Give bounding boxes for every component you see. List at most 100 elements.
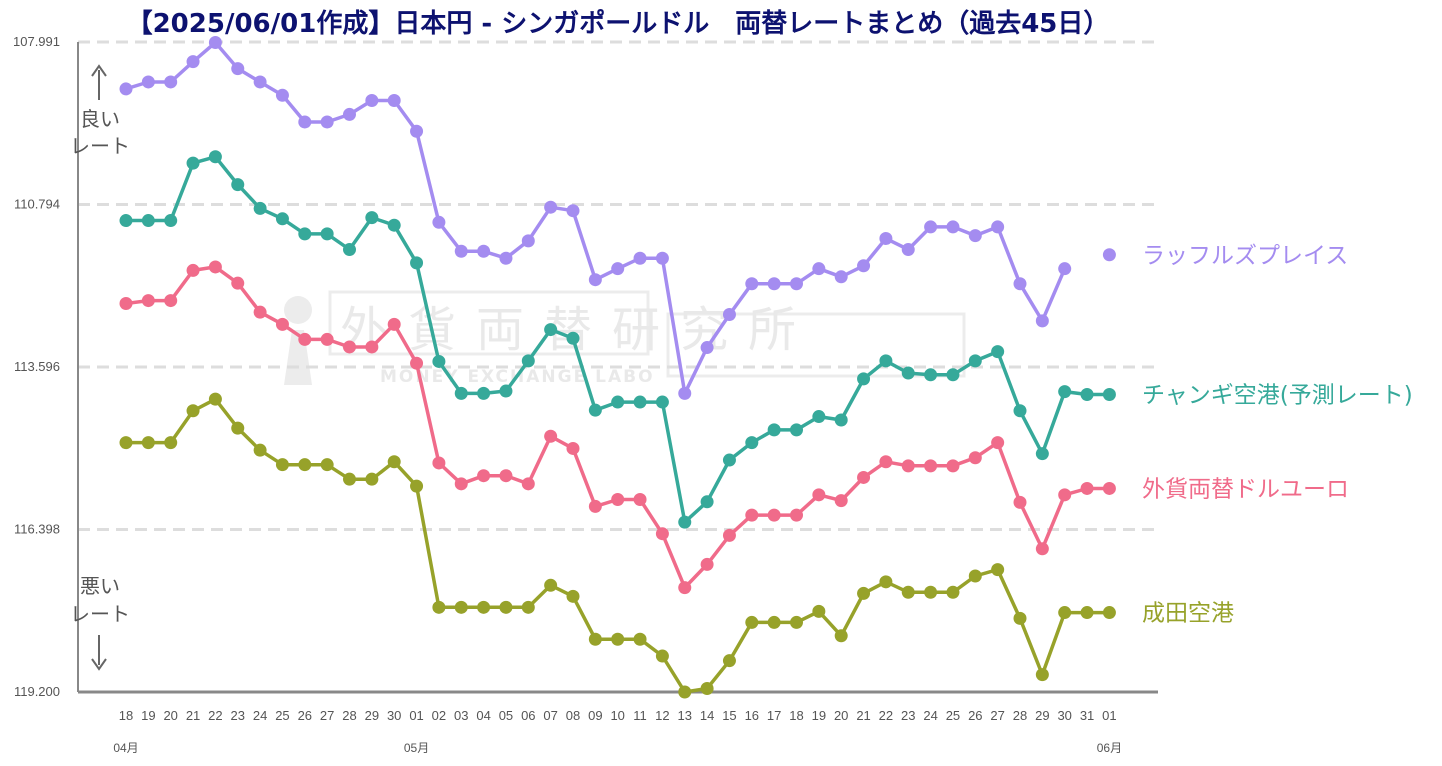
data-point xyxy=(879,232,893,246)
data-point xyxy=(298,227,312,241)
data-point xyxy=(141,436,155,450)
data-point xyxy=(477,244,491,258)
data-point xyxy=(924,368,938,382)
data-point xyxy=(119,214,133,228)
data-point xyxy=(454,244,468,258)
data-point xyxy=(879,575,893,589)
data-point xyxy=(231,421,245,435)
data-point xyxy=(991,436,1005,450)
data-point xyxy=(812,488,826,502)
data-point xyxy=(655,527,669,541)
x-tick-label: 20 xyxy=(163,708,177,723)
data-point xyxy=(544,323,558,337)
data-point xyxy=(1080,481,1094,495)
data-point xyxy=(678,685,692,699)
data-point xyxy=(834,413,848,427)
data-point xyxy=(1058,606,1072,620)
data-point xyxy=(499,384,513,398)
data-point xyxy=(410,479,424,493)
data-point xyxy=(812,604,826,618)
x-tick-label: 22 xyxy=(208,708,222,723)
data-point xyxy=(790,277,803,291)
x-tick-label: 23 xyxy=(231,708,245,723)
data-point xyxy=(275,88,289,102)
data-point xyxy=(432,354,446,368)
data-point xyxy=(1058,385,1072,399)
x-tick-label: 28 xyxy=(342,708,356,723)
data-point xyxy=(231,62,245,76)
y-tick-label: 107.991 xyxy=(13,34,60,49)
data-point xyxy=(141,294,155,308)
data-point xyxy=(253,443,267,457)
data-point xyxy=(968,354,982,368)
data-point xyxy=(700,341,714,355)
data-point xyxy=(253,201,267,215)
data-point xyxy=(722,453,736,467)
data-point xyxy=(544,429,558,443)
data-point xyxy=(119,82,133,96)
data-point xyxy=(655,395,669,409)
x-tick-label: 26 xyxy=(968,708,982,723)
legend-label: 成田空港 xyxy=(1142,601,1234,627)
data-point xyxy=(767,508,781,522)
x-tick-label: 26 xyxy=(298,708,312,723)
x-tick-label: 24 xyxy=(923,708,937,723)
data-point xyxy=(1035,314,1049,328)
data-point xyxy=(365,472,379,486)
data-point xyxy=(343,107,356,121)
data-point xyxy=(834,270,848,284)
data-point xyxy=(566,589,580,603)
data-point xyxy=(432,215,446,229)
month-labels: 04月 05月 06月 xyxy=(113,741,1122,755)
data-point xyxy=(611,262,625,276)
data-point xyxy=(298,458,312,472)
data-point xyxy=(722,307,736,321)
series-2 xyxy=(119,150,1116,529)
data-point xyxy=(1102,388,1116,402)
data-point xyxy=(343,243,356,257)
data-point xyxy=(722,528,736,542)
down-arrow-head-icon xyxy=(91,658,107,671)
data-point xyxy=(700,495,714,509)
data-point xyxy=(700,557,714,571)
data-point xyxy=(700,682,714,696)
data-point xyxy=(991,220,1005,234)
x-tick-label: 29 xyxy=(365,708,379,723)
data-point xyxy=(231,178,245,192)
data-point xyxy=(186,55,200,69)
series-1 xyxy=(119,36,1116,400)
data-point xyxy=(588,499,602,513)
data-point xyxy=(767,277,781,291)
data-point xyxy=(186,263,200,277)
data-point xyxy=(834,629,848,643)
data-point xyxy=(410,256,424,270)
data-point xyxy=(968,569,982,583)
data-point xyxy=(275,212,289,226)
data-point xyxy=(879,354,893,368)
data-point xyxy=(857,470,871,484)
data-point xyxy=(298,332,312,346)
legend-label: ラッフルズプレイス xyxy=(1142,243,1348,269)
data-point xyxy=(454,600,468,614)
x-tick-label: 06 xyxy=(521,708,535,723)
worse-rate-hint: 悪い レート xyxy=(70,574,130,671)
x-tick-label: 10 xyxy=(610,708,624,723)
data-point xyxy=(320,115,334,129)
data-point xyxy=(588,403,602,417)
data-point xyxy=(320,458,334,472)
data-point xyxy=(432,600,446,614)
x-tick-label: 01 xyxy=(1102,708,1116,723)
data-point xyxy=(1058,262,1072,276)
data-point xyxy=(253,305,267,319)
data-point xyxy=(611,395,625,409)
data-point xyxy=(365,94,379,108)
data-point xyxy=(343,472,356,486)
worse-label-line1: 悪い xyxy=(80,574,120,598)
x-tick-label: 31 xyxy=(1080,708,1094,723)
data-point xyxy=(745,615,759,629)
data-point xyxy=(365,340,379,354)
data-point xyxy=(253,75,267,89)
y-tick-label: 116.398 xyxy=(14,522,60,537)
x-tick-label: 07 xyxy=(543,708,557,723)
